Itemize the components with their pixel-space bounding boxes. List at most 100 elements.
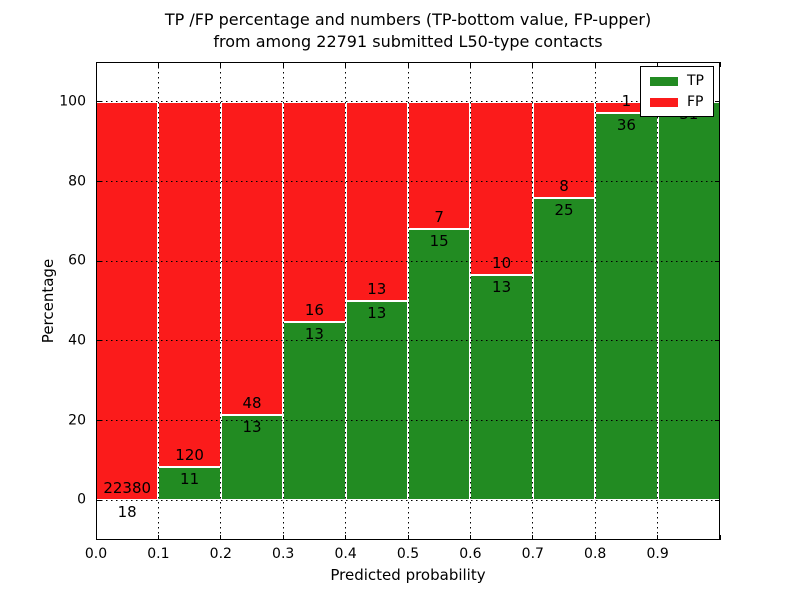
gridline-horizontal [96,420,720,421]
tick-mark-bottom [657,535,659,540]
bar-count-label-tp: 15 [429,231,449,250]
bar-count-label-fp: 7 [434,207,444,226]
tick-mark-top [657,62,659,67]
bar-segment-tp [470,275,533,501]
bar-segment-fp [470,101,533,276]
tick-mark-top [220,62,222,67]
tick-mark-left [96,260,101,262]
x-tick-label: 0.2 [209,546,232,562]
bar-segment-tp [345,301,408,501]
legend-swatch-fp [650,97,678,107]
tick-mark-right [715,499,720,501]
bar-segment-fp [283,101,346,322]
gridline-vertical [220,62,222,540]
tick-mark-top [594,62,596,67]
tick-mark-top [157,62,159,67]
tick-mark-top [345,62,347,67]
y-tick-label: 40 [68,332,86,349]
tick-mark-top [719,62,721,67]
bar-count-label-fp: 8 [559,177,569,196]
tick-mark-right [715,340,720,342]
x-tick-label: 0.3 [272,546,295,562]
tick-mark-bottom [95,535,97,540]
y-tick-label: 20 [68,412,86,429]
x-axis-title: Predicted probability [330,566,486,584]
y-tick-label: 100 [59,93,86,110]
x-tick-label: 0.7 [521,546,544,562]
chart-title: TP /FP percentage and numbers (TP-bottom… [96,9,720,53]
y-tick-label: 0 [77,491,86,508]
tick-mark-left [96,101,101,103]
tick-mark-left [96,181,101,182]
bar-segment-tp [408,228,471,501]
bar-segment-fp [96,101,159,500]
tick-mark-top [407,62,409,67]
gridline-vertical [407,62,409,540]
gridline-horizontal [96,101,720,103]
bar-count-label-fp: 16 [304,300,324,319]
tick-mark-bottom [407,535,409,540]
bar-count-label-tp: 36 [616,115,636,134]
legend-swatch-tp [650,76,678,86]
tick-mark-left [96,340,101,342]
bar-segment-fp [158,101,221,467]
tick-mark-top [469,62,471,67]
bar-segment-tp [657,101,720,501]
bar-segment-fp [345,101,408,301]
gridline-horizontal [96,181,720,182]
gridline-horizontal [96,260,720,262]
legend-item-fp: FP [650,95,704,109]
x-tick-label: 0.9 [646,546,669,562]
chart-title-line1: TP /FP percentage and numbers (TP-bottom… [164,10,652,29]
tick-mark-right [715,101,720,103]
legend-label-fp: FP [687,94,704,110]
bar-count-label-fp: 120 [175,445,204,464]
tick-mark-bottom [220,535,222,540]
gridline-vertical [532,62,534,540]
tick-mark-bottom [469,535,471,540]
bar-count-label-fp: 22380 [103,478,152,497]
gridline-vertical [594,62,596,540]
tick-mark-bottom [719,535,721,540]
tick-mark-bottom [157,535,159,540]
bar-segment-fp [532,101,596,199]
bar-segment-tp [220,415,284,501]
tick-mark-right [715,181,720,182]
tick-mark-left [96,420,101,421]
bar-count-label-tp: 13 [304,324,324,343]
legend-label-tp: TP [687,73,704,89]
gridline-vertical [469,62,471,540]
gridline-horizontal [96,499,720,501]
bar-segment-tp [283,321,346,501]
tick-mark-right [715,260,720,262]
gridline-vertical [657,62,659,540]
bar-count-label-tp: 13 [242,418,262,437]
bar-segment-fp [220,101,284,416]
gridline-vertical [345,62,347,540]
chart-title-line2: from among 22791 submitted L50-type cont… [213,32,603,52]
y-tick-label: 80 [68,173,86,190]
x-tick-label: 0.4 [334,546,357,562]
x-tick-label: 0.5 [396,546,420,562]
bar-segment-tp [595,112,658,501]
tick-mark-top [282,62,284,67]
bar-count-label-fp: 48 [242,394,262,413]
tick-mark-bottom [594,535,596,540]
axes: 223801812011481316131313715101382513631 … [95,62,721,540]
tick-mark-bottom [345,535,347,540]
gridline-vertical [157,62,159,540]
gridline-horizontal [96,340,720,342]
tick-mark-right [715,420,720,421]
bar-count-label-tp: 11 [180,469,200,488]
bar-segment-tp [532,198,596,501]
bar-count-label-tp: 18 [117,502,137,521]
legend-item-tp: TP [650,74,704,88]
x-tick-label: 0.0 [84,546,108,562]
x-tick-label: 0.6 [459,546,482,562]
bar-count-label-fp: 10 [492,254,512,273]
legend: TP FP [640,66,714,117]
bar-count-label-tp: 13 [492,278,512,297]
bar-segment-tp [158,466,221,501]
tick-mark-top [95,62,97,67]
